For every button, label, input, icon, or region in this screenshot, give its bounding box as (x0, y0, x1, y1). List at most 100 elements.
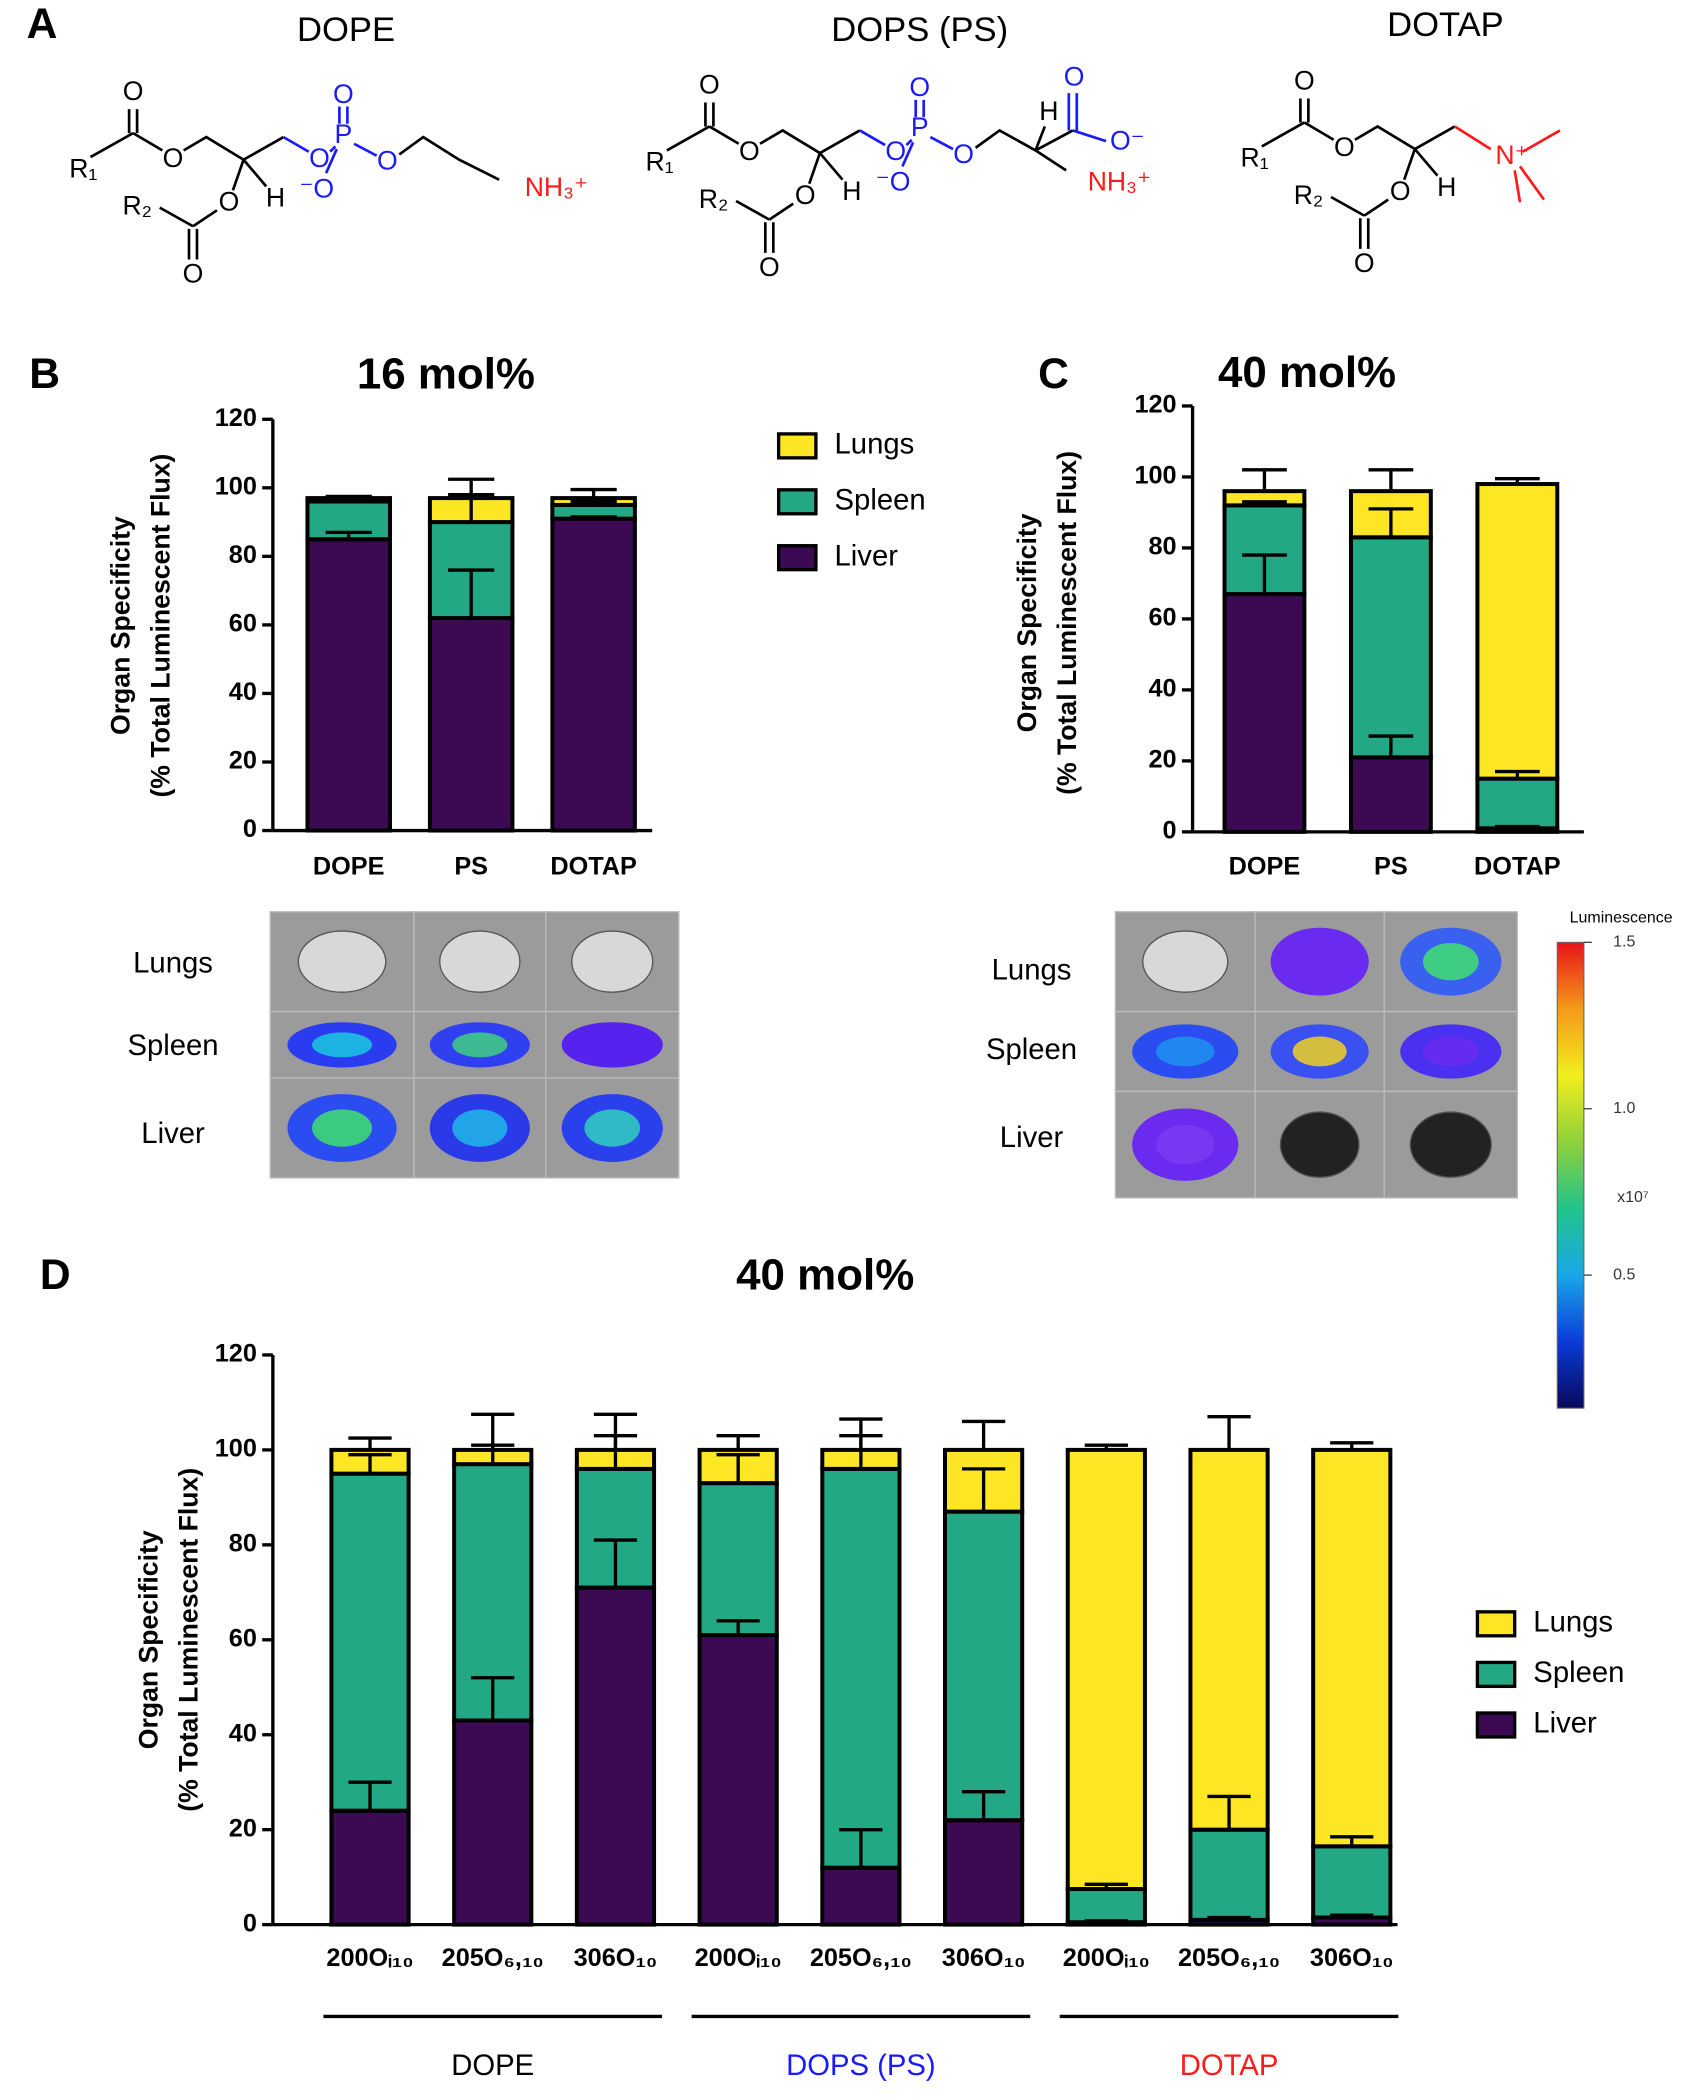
error-bar (1494, 824, 1540, 829)
legend-swatch (776, 432, 818, 460)
y-axis-label: Organ Specificity (133, 1530, 163, 1749)
error-bar (1242, 500, 1287, 506)
organ-signal (1422, 1036, 1479, 1067)
y-tick-label: 100 (215, 1435, 257, 1463)
bonds (1261, 98, 1456, 249)
error-bar (471, 1676, 515, 1721)
panel-label: A (27, 0, 58, 48)
error-bar (471, 1412, 515, 1450)
atom: O (309, 143, 330, 173)
organ-signal (1422, 942, 1479, 981)
organ-tissue (439, 930, 521, 993)
y-tick-label: 100 (215, 472, 257, 500)
organ-tissue (571, 930, 654, 993)
organ-signal (312, 1032, 373, 1058)
error-bar (348, 1780, 392, 1811)
bar-segment (1065, 1447, 1147, 1892)
bar-segment (697, 1481, 779, 1638)
x-tick-label: DOPE (1229, 852, 1301, 880)
group-label: DOPE (451, 2049, 534, 2082)
error-bar (1084, 1919, 1128, 1923)
error-bar (716, 1619, 760, 1636)
atom: O (1294, 66, 1315, 96)
atom: R₂ (1294, 180, 1324, 210)
y-tick-label: 40 (229, 678, 257, 706)
legend-label: Liver (835, 539, 899, 572)
atom: O (1354, 248, 1375, 278)
error-bar (1084, 1882, 1128, 1890)
x-tick-label: DOTAP (550, 852, 637, 880)
chart-title: 16 mol% (357, 349, 535, 398)
error-bar (593, 1538, 638, 1588)
colorbar-title: Luminescence (1570, 910, 1673, 927)
panel-label: C (1038, 350, 1069, 398)
bar-segment (820, 1865, 902, 1927)
x-tick-label: 205O₆,₁₀ (1178, 1944, 1280, 1972)
error-bar (839, 1828, 883, 1868)
y-tick-label: 80 (229, 1530, 257, 1558)
error-bar (325, 494, 372, 499)
error-bar (448, 568, 495, 619)
error-bar (1207, 1415, 1251, 1450)
y-axis-label: (% Total Luminescent Flux) (145, 454, 175, 798)
atom: NH₃⁺ (525, 172, 588, 202)
legend-swatch (776, 544, 818, 572)
error-bar (1330, 1913, 1374, 1918)
error-bar (961, 1419, 1006, 1450)
bar-segment (943, 1818, 1025, 1927)
bar-segment (943, 1509, 1025, 1823)
bar-segment (1475, 776, 1560, 831)
atom: O (699, 70, 720, 100)
atom: H (842, 176, 861, 206)
panel-label: B (29, 350, 60, 398)
error-bar (570, 515, 617, 519)
bar-segment (1348, 535, 1433, 760)
organ-signal (1156, 1036, 1215, 1067)
error-bar (1368, 468, 1414, 492)
y-tick-label: 120 (215, 404, 257, 432)
bonds (666, 102, 1074, 253)
bar-segment (452, 1718, 534, 1927)
y-axis-label: (% Total Luminescent Flux) (173, 1468, 203, 1812)
atom: P (335, 119, 353, 149)
bar-segment (1348, 755, 1433, 834)
organ-signal (452, 1032, 508, 1058)
structure: DOPS (PS) R₁ O O O R₂ O H O P O ⁻O O H O… (646, 11, 1152, 282)
error-bar (961, 1467, 1006, 1512)
legend-label: Lungs (1533, 1606, 1613, 1639)
y-tick-label: 0 (243, 1909, 257, 1937)
colorbar-unit: x10⁷ (1617, 1189, 1649, 1206)
error-bar (1084, 1443, 1128, 1450)
atom: O (885, 136, 906, 166)
error-bar (570, 487, 617, 499)
organ-signal (1156, 1124, 1215, 1165)
atom: R₁ (1240, 143, 1268, 173)
y-tick-label: 0 (1163, 817, 1177, 845)
error-bar (348, 1452, 392, 1474)
bonds (859, 93, 1107, 167)
atom: O (333, 79, 354, 109)
legend-label: Liver (1533, 1707, 1597, 1740)
bar-segment (1222, 592, 1307, 834)
y-axis-label: Organ Specificity (1012, 513, 1042, 732)
error-bar (570, 499, 617, 505)
structure-name: DOPE (297, 11, 395, 49)
x-tick-label: PS (1374, 852, 1408, 880)
atom: O (163, 143, 184, 173)
figure-content: A DOPE R₁ O O O R₂ O H O P O ⁻O O NH₃⁺ D… (27, 0, 1673, 2082)
y-tick-label: 60 (229, 1624, 257, 1652)
y-tick-label: 40 (229, 1719, 257, 1747)
error-bar (716, 1452, 760, 1484)
atom: R₂ (699, 184, 729, 214)
group-label: DOTAP (1180, 2049, 1279, 2082)
bar-segment (1188, 1447, 1270, 1832)
error-bar (1494, 477, 1540, 485)
bar-segment (329, 1808, 411, 1927)
error-bar (1330, 1441, 1374, 1450)
image-row-label: Lungs (133, 947, 213, 980)
atom: P (911, 112, 929, 142)
error-bar (348, 1436, 392, 1450)
x-tick-label: 306O₁₀ (1310, 1944, 1394, 1972)
